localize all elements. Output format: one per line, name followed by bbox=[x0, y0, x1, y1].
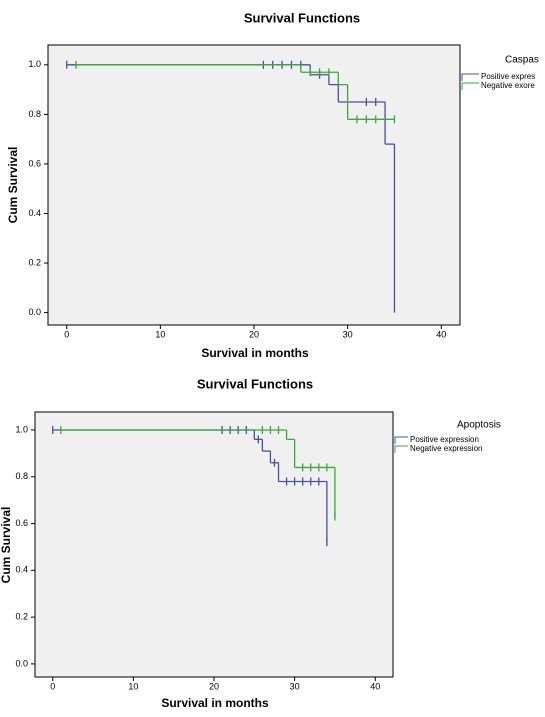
x-tick-label: 20 bbox=[249, 329, 259, 339]
y-tick-label: 0.6 bbox=[15, 518, 28, 528]
y-tick-label: 0.0 bbox=[15, 658, 28, 668]
x-tick-label: 0 bbox=[64, 329, 69, 339]
x-tick-label: 30 bbox=[290, 681, 300, 691]
legend-swatch bbox=[394, 445, 408, 453]
legend-label: Positive expression bbox=[410, 435, 479, 444]
y-tick-label: 0.0 bbox=[28, 307, 41, 317]
x-axis-title: Survival in months bbox=[201, 346, 309, 360]
y-tick-label: 1.0 bbox=[15, 424, 28, 434]
x-tick-label: 20 bbox=[209, 681, 219, 691]
chart-title: Survival Functions bbox=[197, 376, 313, 391]
legend-title: Apoptosis bbox=[457, 420, 501, 431]
legend-label: Negative expression bbox=[410, 444, 482, 453]
y-tick-label: 0.8 bbox=[15, 471, 28, 481]
chart-title: Survival Functions bbox=[244, 10, 360, 25]
legend-swatch bbox=[461, 73, 479, 81]
y-tick-label: 0.4 bbox=[15, 565, 28, 575]
legend-label: Negative exore bbox=[481, 81, 535, 90]
y-axis-title: Cum Survival bbox=[0, 507, 13, 584]
x-tick-label: 30 bbox=[343, 329, 353, 339]
y-tick-label: 0.6 bbox=[28, 158, 41, 168]
y-tick-label: 0.2 bbox=[28, 257, 41, 267]
x-tick-label: 10 bbox=[128, 681, 138, 691]
legend-swatch bbox=[394, 436, 408, 444]
y-axis-title: Cum Survival bbox=[6, 147, 20, 224]
legend-title: Caspas bbox=[505, 55, 539, 66]
y-tick-label: 1.0 bbox=[28, 59, 41, 69]
x-tick-label: 40 bbox=[436, 329, 446, 339]
y-tick-label: 0.4 bbox=[28, 208, 41, 218]
legend-label: Positive expres bbox=[481, 72, 535, 81]
x-tick-label: 40 bbox=[370, 681, 380, 691]
y-tick-label: 0.2 bbox=[15, 611, 28, 621]
x-tick-label: 10 bbox=[155, 329, 165, 339]
plot-area bbox=[47, 44, 461, 326]
x-tick-label: 0 bbox=[50, 681, 55, 691]
x-axis-title: Survival in months bbox=[161, 696, 269, 710]
y-tick-label: 0.8 bbox=[28, 109, 41, 119]
plot-area bbox=[34, 411, 394, 678]
legend-swatch bbox=[461, 82, 479, 90]
